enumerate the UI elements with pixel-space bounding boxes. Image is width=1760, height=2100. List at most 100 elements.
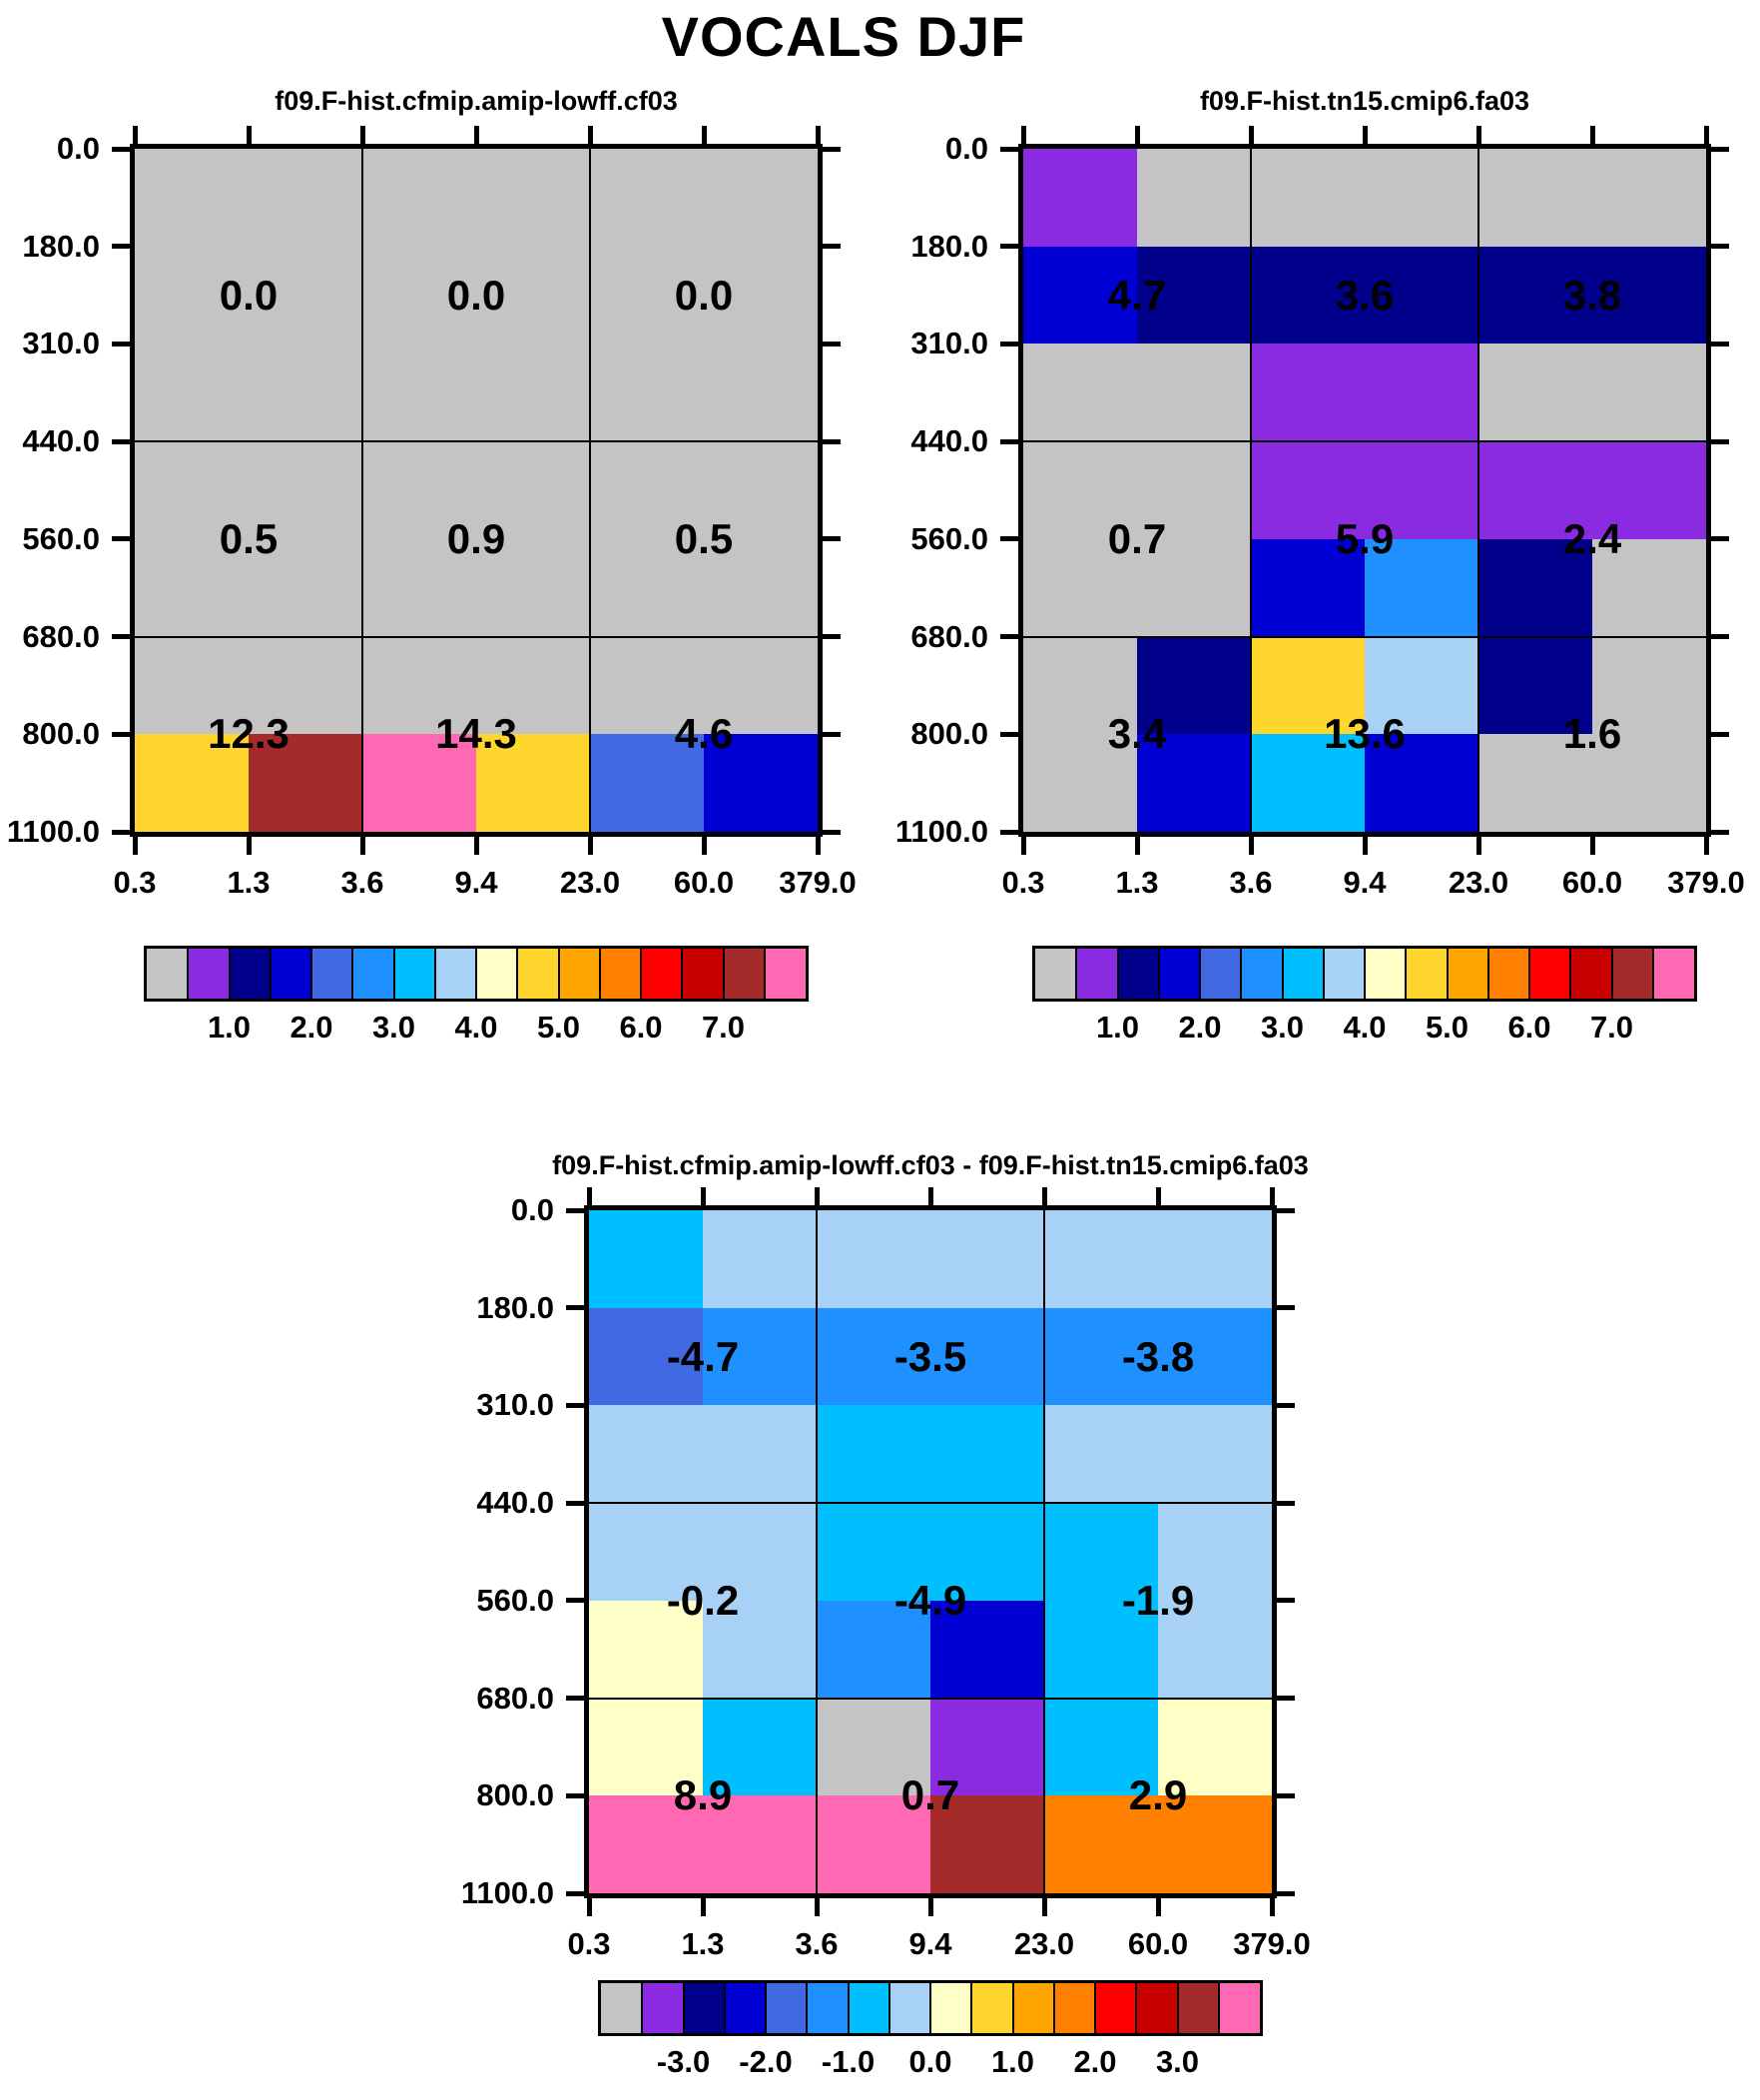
x-axis-tick: [586, 1187, 592, 1205]
heatmap-cell: [703, 1503, 818, 1602]
heatmap-cell: [1365, 538, 1479, 638]
heatmap-cell: [135, 149, 250, 248]
x-axis-tick: [1020, 126, 1026, 144]
heatmap-cell: [476, 636, 591, 736]
heatmap-cell: [1251, 538, 1366, 638]
y-axis-tick: [1000, 244, 1018, 250]
y-axis-tick: [566, 1207, 584, 1213]
y-axis-tick: [566, 1598, 584, 1604]
colorbar-segment: [1200, 949, 1243, 999]
heatmap-cell: [1592, 344, 1707, 443]
y-axis-tick: [112, 536, 130, 542]
heatmap-cell: [1158, 1503, 1273, 1602]
y-tick-label: 0.0: [944, 131, 988, 166]
heatmap-cell: [1592, 149, 1707, 248]
x-axis-tick: [1020, 837, 1026, 855]
heatmap-cell: [1592, 734, 1707, 833]
colorbar-segment: [1652, 949, 1695, 999]
x-tick-label: 23.0: [559, 865, 621, 900]
heatmap-cell: [1251, 441, 1366, 540]
heatmap-cell: [362, 734, 477, 833]
heatmap-cell: [590, 246, 705, 346]
heatmap-cell: [476, 538, 591, 638]
heatmap-cell: [362, 149, 477, 248]
heatmap-cell: [1137, 149, 1252, 248]
cell-value-label: 5.9: [1335, 514, 1395, 562]
cell-value-label: 2.4: [1562, 514, 1622, 562]
colorbar-separator: [641, 1983, 644, 2033]
heatmap-cell: [1137, 734, 1252, 833]
colorbar-separator: [763, 949, 766, 999]
colorbar-segment: [1218, 1983, 1261, 2033]
heatmap-cell: [249, 734, 363, 833]
heatmap-cell: [362, 344, 477, 443]
heatmap-cell: [704, 441, 819, 540]
colorbar-separator: [640, 949, 642, 999]
x-tick-label: 9.4: [1343, 865, 1387, 900]
x-axis-tick: [1475, 126, 1481, 144]
x-tick-label: 3.6: [340, 865, 384, 900]
cell-value-label: 3.8: [1562, 271, 1622, 319]
colorbar-tick-label: 3.0: [371, 1010, 416, 1045]
heatmap-cell: [703, 1210, 818, 1309]
x-axis-tick: [700, 1898, 706, 1916]
heatmap-cell: [590, 636, 705, 736]
colorbar-separator: [1405, 949, 1408, 999]
colorbar-segment: [642, 1983, 685, 2033]
y-axis-tick: [1277, 1598, 1295, 1604]
y-tick-label: 180.0: [22, 228, 100, 264]
heatmap-cell: [1478, 636, 1593, 736]
x-axis-tick: [1155, 1187, 1161, 1205]
heatmap-cell: [1592, 246, 1707, 346]
x-tick-label: 60.0: [1561, 865, 1623, 900]
x-tick-label: 23.0: [1013, 1926, 1075, 1961]
grid-line-vertical: [361, 149, 363, 832]
y-tick-label: 0.0: [510, 1192, 554, 1227]
y-axis-tick: [566, 1305, 584, 1311]
y-axis-tick: [1000, 536, 1018, 542]
x-tick-label: 0.3: [113, 865, 157, 900]
y-axis-tick: [823, 536, 841, 542]
heatmap-cell: [1044, 1210, 1159, 1309]
x-tick-label: 0.3: [1001, 865, 1045, 900]
x-tick-label: 60.0: [1127, 1926, 1189, 1961]
colorbar-segment: [1365, 949, 1408, 999]
colorbar-segment: [1323, 949, 1366, 999]
y-axis-tick: [1711, 829, 1729, 835]
heatmap-cell: [703, 1698, 818, 1797]
x-axis-tick: [246, 126, 252, 144]
colorbar-tick-label: 3.0: [1155, 2044, 1200, 2079]
y-axis-tick: [566, 1696, 584, 1702]
x-axis-tick: [1041, 1187, 1047, 1205]
heatmap-cell: [703, 1795, 818, 1894]
colorbar-segment: [601, 1983, 644, 2033]
colorbar-separator: [433, 949, 436, 999]
x-tick-label: 1.3: [1115, 865, 1159, 900]
heatmap-cell: [589, 1698, 704, 1797]
y-axis-tick: [823, 731, 841, 737]
colorbar-separator: [1094, 1983, 1096, 2033]
heatmap-cell: [1365, 441, 1479, 540]
heatmap-cell: [1044, 1405, 1159, 1505]
y-axis-tick: [1277, 1696, 1295, 1702]
heatmap-cell: [135, 538, 250, 638]
colorbar-segment: [807, 1983, 850, 2033]
heatmap-cell: [1023, 636, 1138, 736]
heatmap-cell: [930, 1698, 1045, 1797]
colorbar-separator: [1322, 949, 1325, 999]
y-tick-label: 1100.0: [894, 814, 988, 849]
grid-line-vertical: [1477, 149, 1479, 832]
colorbar-separator: [557, 949, 560, 999]
colorbar-segment: [1177, 1983, 1220, 2033]
grid-line-horizontal: [1023, 635, 1706, 638]
y-axis-tick: [1277, 1890, 1295, 1896]
cell-value-label: 0.5: [219, 514, 279, 562]
heatmap-cell: [704, 246, 819, 346]
y-tick-label: 680.0: [476, 1680, 554, 1716]
heatmap-cell: [1251, 636, 1366, 736]
y-axis-tick: [1711, 634, 1729, 640]
y-axis-tick: [112, 438, 130, 444]
colorbar-segment: [311, 949, 354, 999]
colorbar-tick-label: 4.0: [1343, 1010, 1387, 1045]
y-tick-label: 680.0: [22, 618, 100, 654]
